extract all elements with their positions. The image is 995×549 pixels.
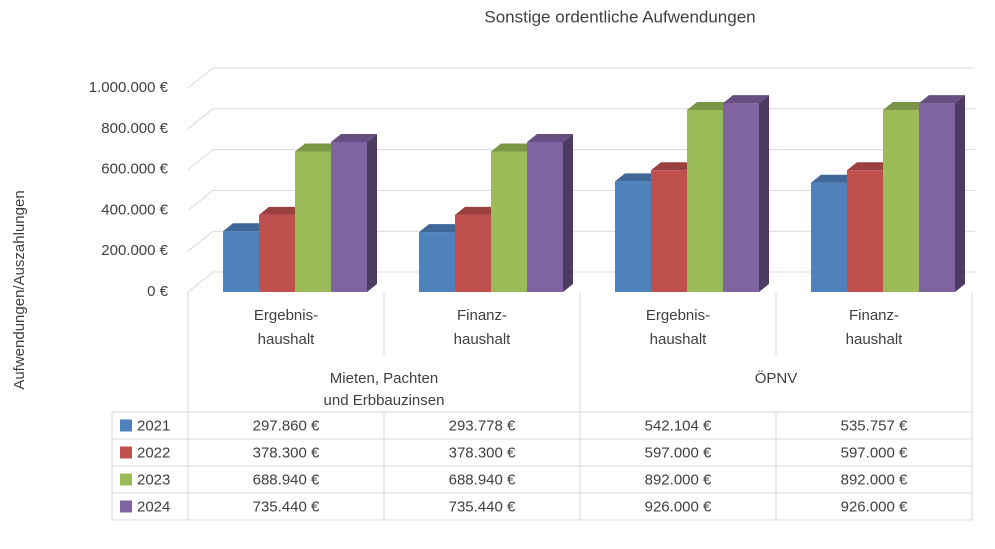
bar-top: [723, 95, 769, 104]
bar-top: [455, 206, 501, 215]
category-label: Ergebnis-: [646, 307, 710, 324]
bar-top: [615, 173, 661, 182]
y-tick-label: 200.000 €: [101, 242, 168, 259]
table-value: 597.000 €: [841, 444, 908, 461]
y-axis-label: Aufwendungen/Auszahlungen: [11, 190, 28, 389]
category-label: Ergebnis-: [254, 307, 318, 324]
bar-top: [491, 143, 537, 152]
bar: [331, 141, 367, 292]
y-tick-label: 0 €: [147, 283, 169, 300]
table-value: 892.000 €: [645, 471, 712, 488]
table-value: 542.104 €: [645, 417, 712, 434]
grid-line: [187, 67, 975, 89]
bar-top: [527, 133, 573, 142]
bar: [847, 170, 883, 292]
bar-top: [847, 162, 893, 171]
bar: [723, 103, 759, 292]
y-tick-label: 800.000 €: [101, 120, 168, 137]
table-value: 297.860 €: [253, 417, 320, 434]
y-tick-label: 1.000.000 €: [89, 79, 169, 96]
legend-swatch: [120, 446, 132, 459]
bar-top: [259, 206, 305, 215]
table-value: 892.000 €: [841, 471, 908, 488]
bar: [883, 110, 919, 292]
bar: [223, 231, 259, 292]
bar-side: [563, 133, 573, 292]
bar-side: [367, 133, 377, 292]
bar-top: [919, 95, 965, 104]
bar: [295, 151, 331, 292]
grid-line: [187, 108, 975, 130]
bar-top: [883, 102, 929, 111]
category-label: haushalt: [258, 331, 316, 348]
legend-swatch: [120, 473, 132, 486]
table-value: 926.000 €: [645, 498, 712, 515]
table-value: 378.300 €: [253, 444, 320, 461]
table-value: 926.000 €: [841, 498, 908, 515]
y-tick-label: 600.000 €: [101, 161, 168, 178]
bar-top: [419, 224, 465, 233]
bar-top: [651, 162, 697, 171]
bar: [419, 232, 455, 292]
bar-top: [687, 102, 733, 111]
legend-label: 2021: [137, 417, 170, 434]
table-value: 688.940 €: [253, 471, 320, 488]
bar: [491, 151, 527, 292]
group-label: Mieten, Pachten: [330, 370, 438, 387]
category-label: haushalt: [454, 331, 512, 348]
category-label: Finanz-: [849, 307, 899, 324]
table-value: 535.757 €: [841, 417, 908, 434]
bar: [615, 181, 651, 292]
bar-top: [295, 143, 341, 152]
table-value: 735.440 €: [449, 498, 516, 515]
legend-label: 2023: [137, 471, 170, 488]
legend-swatch: [120, 419, 132, 432]
group-label: ÖPNV: [755, 369, 798, 387]
y-tick-label: 400.000 €: [101, 201, 168, 218]
table-value: 597.000 €: [645, 444, 712, 461]
bar: [811, 182, 847, 292]
chart-title: Sonstige ordentliche Aufwendungen: [484, 7, 755, 26]
bar-side: [955, 95, 965, 292]
legend-swatch: [120, 500, 132, 513]
bar-side: [759, 95, 769, 292]
legend-label: 2022: [137, 444, 170, 461]
bar: [527, 141, 563, 292]
bar-top: [811, 174, 857, 183]
bar: [687, 110, 723, 292]
table-value: 293.778 €: [449, 417, 516, 434]
category-label: haushalt: [650, 331, 708, 348]
bar: [651, 170, 687, 292]
group-label: und Erbbauzinsen: [324, 392, 445, 409]
category-label: Finanz-: [457, 307, 507, 324]
bar: [455, 214, 491, 292]
legend-label: 2024: [137, 498, 170, 515]
bar-top: [331, 133, 377, 142]
bar-top: [223, 223, 269, 232]
table-value: 378.300 €: [449, 444, 516, 461]
bar: [259, 214, 295, 292]
bar: [919, 103, 955, 292]
category-label: haushalt: [846, 331, 904, 348]
table-value: 688.940 €: [449, 471, 516, 488]
table-value: 735.440 €: [253, 498, 320, 515]
